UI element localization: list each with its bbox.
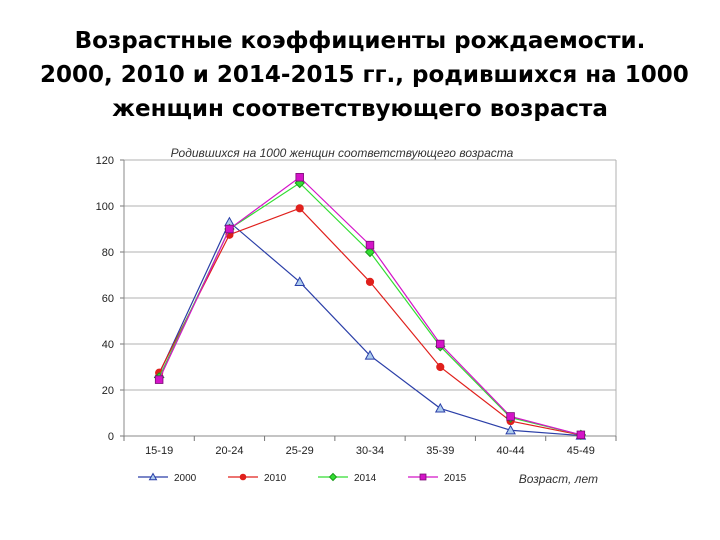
series-2015 — [154, 173, 586, 440]
point-2015 — [295, 173, 304, 182]
y-tick-label: 60 — [102, 293, 114, 305]
slide-title-line-3: женщин соответствующего возраста — [112, 96, 608, 122]
chart-title: Родившихся на 1000 женщин соответствующе… — [171, 146, 514, 160]
x-tick-label: 40-44 — [497, 445, 525, 457]
legend-item-2000: 2000 — [138, 472, 197, 484]
slide-title-line-2: 2000, 2010 и 2014-2015 гг., родившихся н… — [40, 62, 689, 88]
y-tick-label: 40 — [102, 339, 114, 351]
y-tick-label: 120 — [96, 155, 114, 167]
x-tick-label: 15-19 — [145, 445, 173, 457]
x-tick-label: 30-34 — [356, 445, 384, 457]
legend-label: 2010 — [264, 473, 287, 484]
y-tick-label: 80 — [102, 247, 114, 259]
point-2010 — [436, 362, 445, 372]
point-2015 — [436, 339, 445, 349]
legend-label: 2014 — [354, 473, 377, 484]
point-2000 — [364, 349, 376, 360]
point-2015 — [225, 224, 234, 234]
legend-item-2014: 2014 — [318, 472, 377, 484]
point-2015 — [365, 240, 375, 250]
y-tick-label: 20 — [102, 385, 114, 397]
slide-title-line-1: Возрастные коэффициенты рождаемости. — [74, 28, 646, 54]
x-tick-label: 45-49 — [567, 445, 595, 457]
slide-title: Возрастные коэффициенты рождаемости. 200… — [40, 24, 689, 126]
point-2015 — [576, 430, 586, 440]
y-tick-label: 0 — [108, 431, 114, 443]
x-axis-title: Возраст, лет — [519, 472, 598, 486]
point-2010 — [295, 204, 304, 213]
legend-marker — [148, 472, 158, 481]
chart-legend: 2000 2010 2014 2015 — [138, 472, 467, 484]
legend-item-2015: 2015 — [408, 473, 467, 484]
x-tick-label: 25-29 — [286, 445, 314, 457]
legend-label: 2000 — [174, 473, 197, 484]
legend-marker — [239, 473, 247, 481]
x-tick-label: 20-24 — [215, 445, 243, 457]
point-2014 — [364, 246, 376, 258]
point-2015 — [506, 412, 515, 421]
legend-marker — [328, 472, 338, 482]
point-2000 — [434, 402, 446, 413]
y-tick-label: 100 — [96, 201, 114, 213]
point-2000 — [505, 424, 516, 435]
legend-label: 2015 — [444, 473, 467, 484]
point-2000 — [294, 276, 306, 286]
legend-marker — [419, 473, 427, 481]
x-tick-label: 35-39 — [426, 445, 454, 457]
legend-item-2010: 2010 — [228, 473, 287, 484]
point-2010 — [365, 277, 375, 286]
point-2015 — [154, 375, 164, 384]
